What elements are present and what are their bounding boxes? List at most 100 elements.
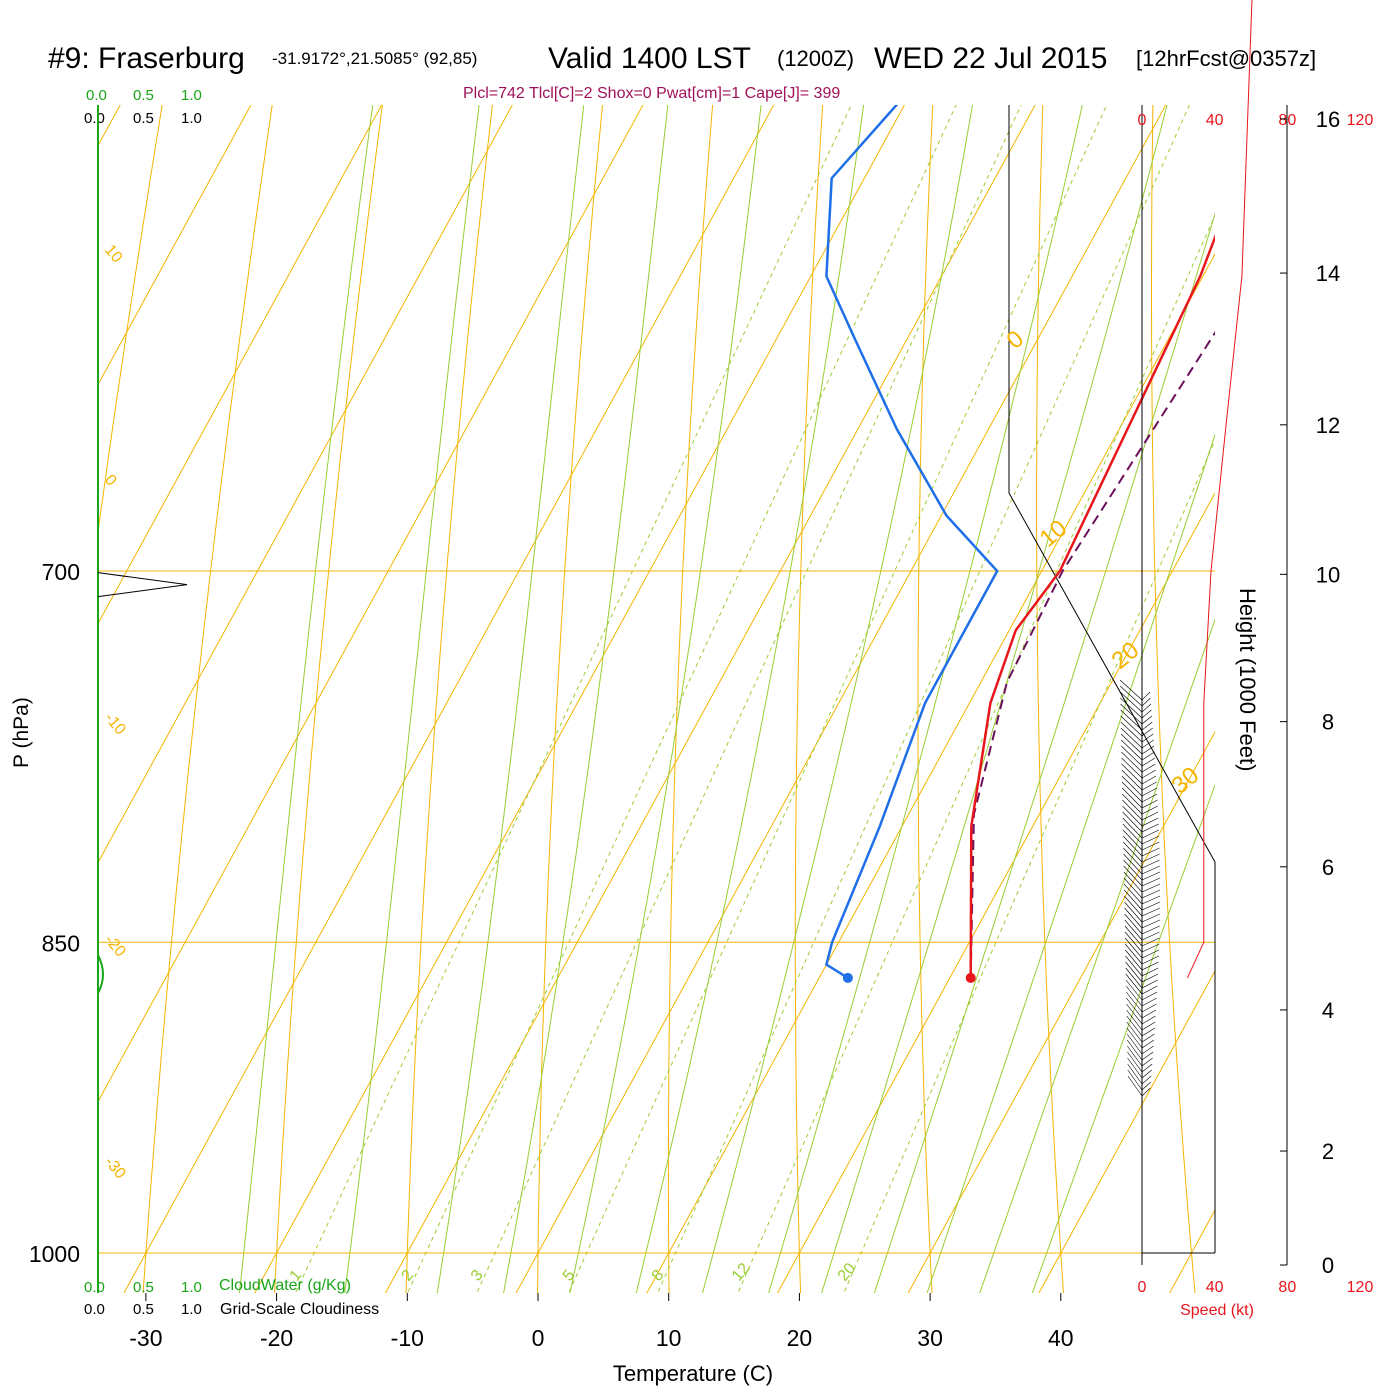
moist-adiabat-line xyxy=(503,105,669,1293)
cloud-scale-bottom: 0.0 0.5 1.0 CloudWater (g/Kg) 0.0 0.5 1.… xyxy=(84,1277,379,1318)
barb-feather-low xyxy=(1141,841,1160,851)
forecast-info: [12hrFcst@0357z] xyxy=(1136,46,1316,71)
speed-tick-label-bottom: 80 xyxy=(1278,1279,1296,1296)
dry-adiabat-line xyxy=(1151,105,1196,1293)
barb-staff-low xyxy=(1120,733,1143,755)
dry-adiabat-line xyxy=(667,105,714,1293)
isotherm-line xyxy=(646,252,1215,1293)
barb-staff-low xyxy=(1121,769,1143,791)
barb-feather-low xyxy=(1141,1063,1153,1073)
isotherm-line xyxy=(0,0,331,1328)
speed-tick-label-bottom: 120 xyxy=(1347,1279,1374,1296)
barb-feather-low xyxy=(1141,823,1159,833)
cloudiness-label: Grid-Scale Cloudiness xyxy=(220,1301,379,1318)
barb-feather-low xyxy=(1141,1003,1157,1013)
cloudiness-profile xyxy=(97,572,188,994)
barb-staff-low xyxy=(1122,811,1143,833)
temperature-tick-label: 30 xyxy=(917,1325,943,1351)
speed-label: Speed (kt) xyxy=(1180,1302,1254,1319)
barb-feather-low xyxy=(1141,991,1158,1001)
barb-feather-low xyxy=(1141,709,1152,719)
dry-adiabat-line xyxy=(1371,0,1400,1328)
barb-staff-low xyxy=(1123,877,1143,899)
barb-staff-low xyxy=(1123,859,1143,881)
dry-adiabat-line xyxy=(1036,105,1064,1293)
barb-feather-low xyxy=(1141,1081,1151,1091)
barb-staff-low xyxy=(1123,883,1143,905)
dry-adiabat-line xyxy=(0,0,312,1328)
barb-staff-low xyxy=(1120,739,1143,761)
moist-adiabat-label: 30 xyxy=(1167,762,1205,800)
cloud-bottom-green-2: 1.0 xyxy=(181,1279,202,1296)
barb-staff-low xyxy=(1126,1039,1143,1061)
dry-adiabat-line xyxy=(917,105,934,1293)
temperature-tick-label: -20 xyxy=(260,1325,293,1351)
moist-adiabat-line xyxy=(821,105,1168,1293)
barb-feather-low xyxy=(1141,1057,1153,1067)
barb-staff-low xyxy=(1126,1033,1143,1055)
dry-adiabat-line xyxy=(405,105,493,1293)
isotherm-line xyxy=(254,105,905,1293)
temperature-axis: -30 -20 -10 0 10 20 30 40 xyxy=(129,1293,1074,1351)
cloud-top-green-1: 0.5 xyxy=(133,87,154,104)
parcel-path-line xyxy=(969,331,1215,978)
barb-feather-low xyxy=(1141,955,1159,965)
isotherm-line xyxy=(1169,1208,1215,1293)
isotherm-line xyxy=(776,491,1215,1293)
station-title: #9: Fraserburg xyxy=(48,42,245,75)
mixing-ratio-label: 8 xyxy=(649,1267,668,1285)
barb-staff-low xyxy=(1123,853,1143,875)
barb-feather-low xyxy=(1141,1015,1156,1025)
dry-adiabat-line xyxy=(0,0,139,1328)
barb-feather-low xyxy=(1141,1087,1151,1097)
barb-staff-low xyxy=(1120,697,1143,719)
temperature-tick-label: 10 xyxy=(656,1325,682,1351)
barb-staff-low xyxy=(1122,817,1143,839)
barb-staff-low xyxy=(1126,997,1143,1019)
barb-staff-low xyxy=(1122,835,1143,857)
barb-staff-low xyxy=(1119,685,1143,707)
height-tick-label: 8 xyxy=(1322,710,1334,735)
barb-staff-low xyxy=(1125,985,1143,1007)
dry-adiabat-line xyxy=(142,105,273,1293)
barb-feather-low xyxy=(1141,751,1155,761)
barb-feather-low xyxy=(1141,769,1156,779)
barb-feather-low xyxy=(1141,895,1161,905)
isotherm-line xyxy=(98,105,513,864)
barb-feather-low xyxy=(1141,913,1160,923)
mixing-ratio-label: 12 xyxy=(729,1260,754,1285)
moist-adiabat-label: 20 xyxy=(1107,637,1145,675)
barb-feather-low xyxy=(1141,859,1160,869)
barb-feather-low xyxy=(1141,877,1161,887)
barb-feather-low xyxy=(1141,835,1160,845)
mixing-ratio-label: 20 xyxy=(835,1260,860,1285)
barb-staff-low xyxy=(1124,937,1143,959)
barb-staff-low xyxy=(1124,901,1143,923)
barb-staff-low xyxy=(1126,991,1143,1013)
barb-staff-low xyxy=(1121,757,1143,779)
barb-staff-low xyxy=(1123,871,1143,893)
barb-feather-low xyxy=(1141,847,1160,857)
barb-feather-low xyxy=(1141,967,1159,977)
moist-adiabat-line xyxy=(1031,783,1215,1293)
barb-staff-low xyxy=(1122,823,1143,845)
barb-feather-low xyxy=(1141,853,1160,863)
barb-feather-low xyxy=(1141,703,1152,713)
moist-adiabat-line xyxy=(873,212,1215,1293)
barb-staff-low xyxy=(1125,973,1143,995)
dry-adiabat-label: -20 xyxy=(101,932,129,961)
barb-feather-low xyxy=(1141,1075,1152,1085)
barb-feather-low xyxy=(1141,883,1161,893)
isotherm-line xyxy=(0,0,592,1328)
valid-date: WED 22 Jul 2015 xyxy=(874,42,1107,75)
wind-barbs xyxy=(1119,679,1161,1097)
moist-adiabat-line xyxy=(436,105,585,1293)
barb-staff-low xyxy=(1120,727,1143,749)
barb-staff-low xyxy=(1126,1009,1143,1031)
speed-tick-label-top: 0 xyxy=(1138,112,1147,129)
barb-staff-low xyxy=(1123,841,1143,863)
barb-feather-low xyxy=(1141,901,1161,911)
temperature-tick-label: -10 xyxy=(391,1325,424,1351)
